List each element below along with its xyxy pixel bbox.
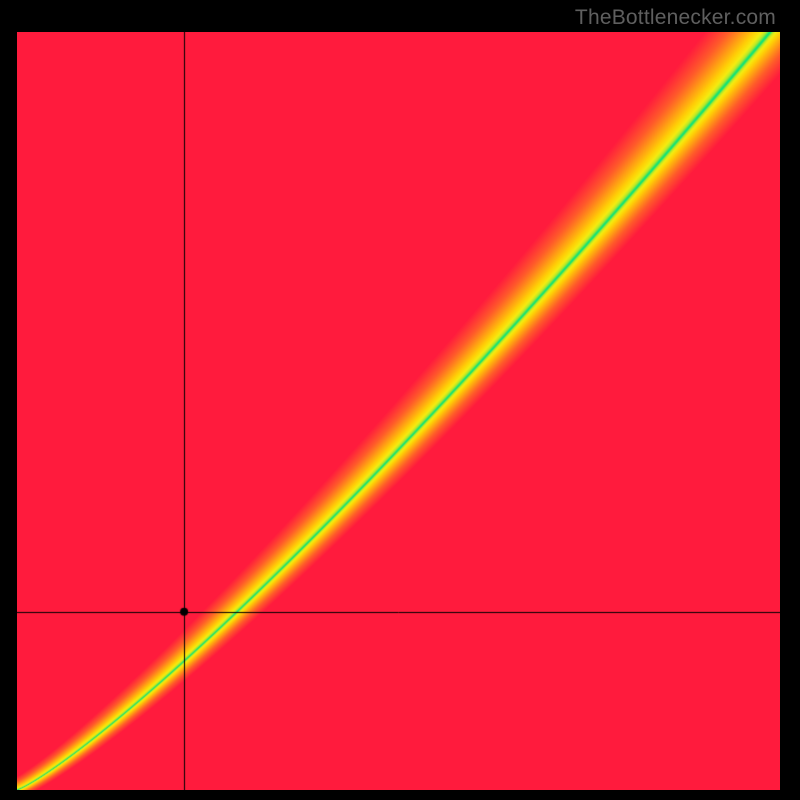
watermark-text: TheBottlenecker.com bbox=[575, 6, 776, 30]
page-root: TheBottlenecker.com bbox=[0, 0, 800, 800]
plot-frame bbox=[17, 32, 780, 790]
heatmap-canvas bbox=[17, 32, 780, 790]
